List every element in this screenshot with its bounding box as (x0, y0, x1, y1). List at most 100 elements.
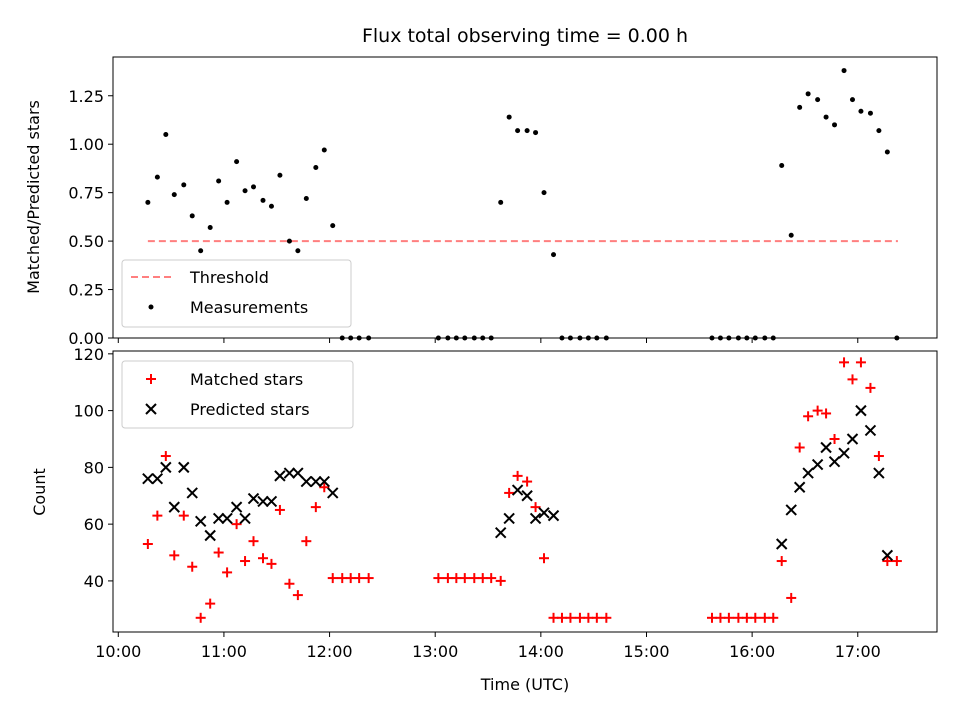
matched-star-point (495, 575, 506, 586)
legend-predicted-swatch (145, 403, 157, 415)
matched-star-point (891, 556, 902, 567)
predicted-star-point (327, 487, 339, 499)
predicted-star-point (846, 433, 859, 445)
measurement-point (841, 68, 847, 74)
measurement-point (181, 182, 187, 188)
measurement-point (815, 97, 821, 103)
predicted-star-point (529, 512, 542, 525)
measurement-point (533, 130, 539, 136)
bottom-legend-box (121, 360, 354, 429)
matched-star-point (274, 504, 285, 515)
measurement-point (805, 91, 811, 97)
matched-star-point (750, 612, 761, 623)
measurement-point (876, 128, 882, 134)
matched-star-point (354, 573, 365, 584)
predicted-star-point (186, 487, 198, 499)
measurement-point (224, 199, 230, 205)
predicted-star-point (811, 458, 824, 471)
matched-star-point (829, 433, 840, 444)
matched-star-point (574, 612, 585, 623)
matched-star-point (794, 442, 805, 453)
measurement-point (295, 248, 301, 254)
predicted-star-point (494, 526, 507, 539)
bottom-y-tick-label: 40 (84, 572, 104, 591)
matched-star-point (477, 573, 488, 584)
legend-measurements-label: Measurements (190, 298, 308, 317)
top-y-tick-label: 0.75 (68, 184, 104, 203)
matched-star-point (882, 556, 893, 567)
bottom-y-tick-label: 60 (84, 515, 104, 534)
predicted-star-point (511, 484, 524, 496)
matched-star-point (530, 502, 541, 513)
measurement-point (198, 248, 204, 254)
predicted-star-point (230, 501, 243, 513)
bottom-axes-frame (112, 350, 938, 633)
matched-star-point (451, 573, 462, 584)
measurement-point (260, 197, 266, 203)
predicted-star-point (257, 495, 269, 508)
measurement-point (234, 159, 240, 165)
bottom-panel: 40 60 80 100 120 10:00 11:00 12:00 13:00 14:00 15… (30, 345, 938, 694)
matched-star-point (178, 510, 189, 521)
predicted-star-point (221, 512, 233, 525)
matched-star-point (759, 612, 770, 623)
top-legend-box (121, 259, 352, 328)
bottom-x-tick-label: 15:00 (623, 642, 669, 661)
matched-star-point (706, 612, 717, 623)
matched-star-point (723, 612, 734, 623)
measurement-point (797, 104, 803, 110)
measurement-point (823, 114, 829, 120)
matched-star-point (583, 612, 594, 623)
predicted-star-point (881, 549, 894, 562)
x-axis-label: Time (UTC) (480, 675, 569, 694)
measurement-point (506, 114, 512, 120)
measurement-point (145, 199, 151, 205)
bottom-y-tick-label: 100 (73, 402, 104, 421)
measurement-point (268, 203, 274, 209)
matched-star-point (187, 561, 198, 572)
predicted-star-point (142, 473, 154, 485)
matched-star-point (363, 573, 374, 584)
predicted-star-point (151, 473, 164, 485)
measurement-point (321, 147, 327, 153)
matched-star-point (284, 578, 295, 589)
matched-star-point (522, 476, 533, 487)
matched-star-point (142, 539, 153, 550)
matched-star-point (152, 510, 163, 521)
bottom-x-tick-label: 16:00 (729, 642, 775, 661)
predicted-star-point (204, 529, 216, 542)
matched-star-point (556, 612, 567, 623)
bottom-x-tick-label: 11:00 (201, 642, 247, 661)
measurement-point (867, 110, 873, 116)
measurement-point (779, 163, 785, 169)
matched-star-point (195, 612, 206, 623)
matched-star-point (504, 487, 515, 498)
top-y-tick-label: 1.25 (68, 87, 104, 106)
matched-star-point (812, 405, 823, 416)
measurement-point (515, 128, 521, 134)
matched-star-point (821, 408, 832, 419)
matched-star-point (319, 482, 330, 493)
matched-star-point (873, 451, 884, 462)
measurement-point (330, 223, 336, 229)
measurement-point (884, 149, 890, 155)
top-y-tick-label: 0.00 (68, 329, 104, 348)
predicted-star-point (521, 490, 533, 502)
matched-star-point (733, 612, 744, 623)
measurement-point (163, 132, 169, 138)
matched-star-point (601, 612, 612, 623)
matched-star-point (776, 556, 787, 567)
matched-star-point (715, 612, 726, 623)
measurement-point (313, 164, 319, 170)
predicted-star-point (292, 467, 304, 479)
predicted-star-point (864, 424, 877, 437)
matched-star-point (442, 573, 453, 584)
measurement-point (832, 122, 838, 128)
matched-star-point (786, 592, 797, 603)
matched-star-point (565, 612, 576, 623)
matched-star-point (169, 550, 180, 561)
matched-star-point (292, 590, 303, 601)
predicted-star-point (538, 507, 550, 519)
top-axes-frame (112, 56, 938, 339)
predicted-star-point (802, 467, 814, 479)
